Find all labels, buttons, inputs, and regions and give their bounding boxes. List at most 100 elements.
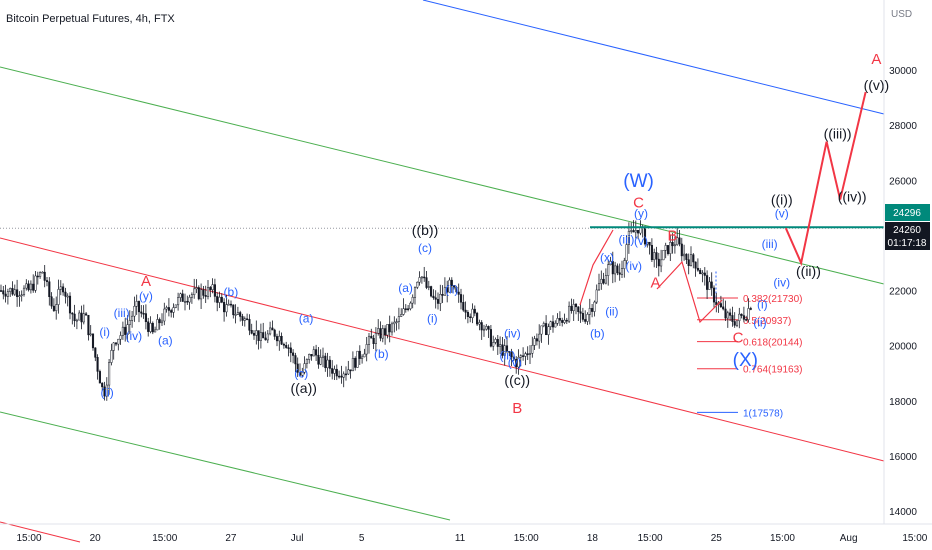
candle-body: [55, 305, 57, 311]
candle-body: [5, 294, 7, 296]
candle-body: [495, 339, 497, 342]
candle-body: [460, 294, 462, 302]
candle-body: [472, 309, 474, 318]
candle-body: [575, 304, 577, 307]
candle-body: [267, 334, 269, 340]
candle-body: [603, 279, 605, 283]
candle-body: [739, 314, 741, 321]
candle-body: [550, 322, 552, 327]
candle-body: [683, 254, 685, 256]
candle-body: [306, 359, 308, 363]
fib-level-label: 0.5(20937): [743, 316, 791, 327]
candle-body: [607, 265, 609, 276]
candle-body: [419, 277, 421, 282]
wave-label: (iv): [504, 326, 521, 340]
candle-body: [417, 282, 419, 287]
wave-projection-path[interactable]: [786, 92, 866, 263]
wave-label: (ii): [753, 315, 766, 329]
fib-retracement[interactable]: 0.382(21730) 0.5(20937) 0.618(20144) 0.764(…: [697, 271, 803, 419]
candle-body: [16, 290, 18, 297]
blue-channel-upper: [423, 0, 884, 114]
wave-label: A: [651, 274, 661, 291]
price-tick-label: 26000: [889, 176, 917, 187]
candle-body: [598, 284, 600, 290]
candle-body: [175, 305, 177, 308]
price-tick-label: 16000: [889, 452, 917, 463]
candle-body: [3, 291, 5, 294]
time-tick-label: Jul: [291, 533, 304, 544]
candle-body: [713, 288, 715, 302]
price-axis[interactable]: 1400016000180002000022000240002600028000…: [889, 66, 917, 518]
candle-body: [154, 330, 156, 332]
wave-label: (y): [139, 289, 153, 303]
candle-body: [35, 276, 37, 290]
candle-body: [704, 273, 706, 276]
candle-body: [375, 333, 377, 344]
candle-body: [414, 287, 416, 297]
candle-body: [527, 354, 529, 355]
candle-body: [543, 323, 545, 325]
candle-body: [564, 320, 566, 322]
candle-body: [412, 297, 414, 303]
candle-body: [313, 350, 315, 356]
candle-body: [228, 304, 230, 305]
fib-level-label: 0.618(20144): [743, 338, 803, 349]
candle-body: [334, 369, 336, 373]
candle-body: [663, 250, 665, 260]
candle-body: [290, 348, 292, 353]
wave-label: (X): [733, 350, 758, 371]
candle-body: [256, 331, 258, 336]
candle-body: [226, 305, 228, 312]
candle-body: [350, 370, 352, 371]
candle-body: [709, 282, 711, 290]
candle-body: [111, 350, 113, 362]
candle-body: [30, 284, 32, 290]
wave-label: (iv): [125, 329, 142, 343]
candle-body: [113, 343, 115, 351]
candle-body: [99, 371, 101, 383]
candle-body: [272, 328, 274, 330]
candle-body: [635, 230, 637, 232]
candle-body: [191, 295, 193, 297]
candle-body: [476, 313, 478, 324]
candle-body: [274, 330, 276, 336]
candle-body: [384, 329, 386, 335]
candle-body: [469, 317, 471, 318]
candle-body: [545, 323, 547, 334]
wave-label: ((a)): [290, 380, 316, 396]
time-tick-label: 15:00: [770, 533, 795, 544]
candle-body: [532, 345, 534, 353]
wave-label: (iv): [625, 259, 642, 273]
wave-label: (c): [294, 366, 308, 380]
candle-body: [21, 295, 23, 296]
candle-body: [686, 254, 688, 260]
candle-body: [341, 376, 343, 377]
candle-body: [357, 351, 359, 367]
candle-body: [131, 316, 133, 320]
candle-body: [674, 245, 676, 246]
price-tick-label: 20000: [889, 342, 917, 353]
candle-body: [389, 324, 391, 332]
channel-lines: [0, 0, 884, 542]
candle-body: [619, 273, 621, 275]
candle-body: [83, 314, 85, 322]
candle-body: [486, 326, 488, 329]
candle-body: [695, 262, 697, 268]
wave-label: (v): [775, 207, 789, 221]
candle-body: [400, 314, 402, 316]
candle-body: [189, 297, 191, 302]
candle-body: [239, 312, 241, 316]
candle-body: [177, 298, 179, 305]
candle-body: [442, 294, 444, 295]
candle-body: [377, 328, 379, 333]
candle-body: [722, 307, 724, 309]
candle-body: [143, 313, 145, 314]
candle-body: [706, 275, 708, 289]
time-axis[interactable]: 15:00 20 15:00 27 Jul 5 11 15:00 18 15:00 25 15:00 A…: [16, 533, 927, 544]
candle-body: [258, 331, 260, 341]
wave-label: (a): [398, 281, 413, 295]
candle-body: [541, 326, 543, 334]
candle-body: [7, 292, 9, 297]
candle-body: [23, 288, 25, 295]
